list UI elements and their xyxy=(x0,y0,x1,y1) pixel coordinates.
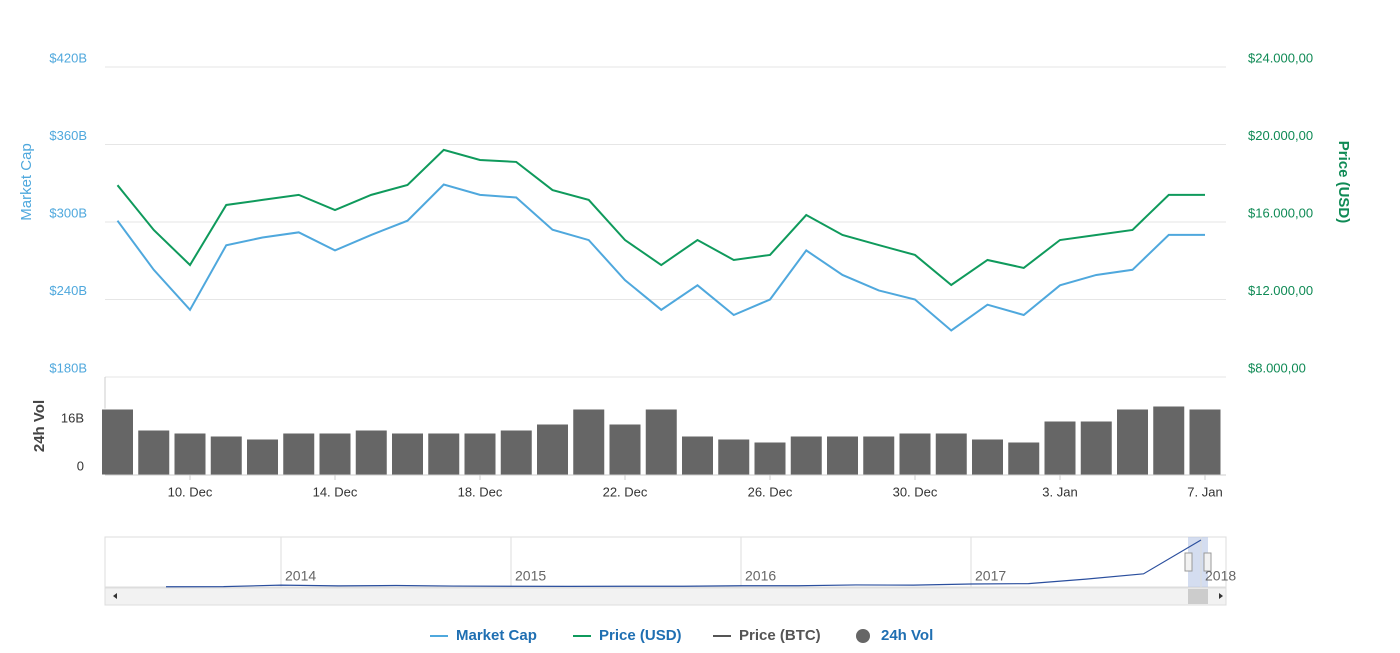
volume-bar xyxy=(499,429,533,476)
series-line xyxy=(116,148,1205,287)
volume-bar xyxy=(246,438,279,476)
scrollbar[interactable] xyxy=(104,587,1227,606)
y-tick-label: 0 xyxy=(77,458,84,473)
volume-bar xyxy=(753,441,787,476)
volume-bar xyxy=(971,438,1004,476)
volume-bar xyxy=(1007,441,1041,476)
y-axis-title: Market Cap xyxy=(18,143,35,221)
y-tick-label: $180B xyxy=(49,360,87,375)
x-tick-label: 18. Dec xyxy=(458,484,503,499)
volume-bar xyxy=(644,408,678,476)
navigator-handle[interactable] xyxy=(1184,552,1193,572)
navigator-line xyxy=(165,539,1202,588)
y2-tick-label: $24.000,00 xyxy=(1248,50,1313,65)
scrollbar-thumb[interactable] xyxy=(1188,589,1208,604)
volume-bar xyxy=(101,408,134,476)
legend-item[interactable]: Market Cap xyxy=(430,627,537,644)
navigator-label: 2014 xyxy=(285,568,316,584)
legend-label: Price (BTC) xyxy=(739,627,821,644)
volume-bar xyxy=(789,435,823,476)
volume-bar xyxy=(391,432,424,476)
y-tick-label: $240B xyxy=(49,283,87,298)
x-tick-label: 7. Jan xyxy=(1187,484,1222,499)
y2-tick-label: $8.000,00 xyxy=(1248,360,1306,375)
navigator-handle[interactable] xyxy=(1203,552,1212,572)
navigator-selection[interactable] xyxy=(1188,537,1208,587)
volume-bar xyxy=(1079,420,1113,476)
volume-bar xyxy=(1116,408,1149,476)
legend-item[interactable]: Price (BTC) xyxy=(713,627,821,644)
legend-label: 24h Vol xyxy=(881,627,933,644)
navigator-label: 2017 xyxy=(975,568,1006,584)
volume-bar xyxy=(173,432,207,476)
x-tick-label: 10. Dec xyxy=(168,484,213,499)
volume-bar xyxy=(282,432,316,476)
legend-item[interactable]: 24h Vol xyxy=(856,627,933,644)
x-tick-label: 3. Jan xyxy=(1042,484,1077,499)
volume-bar xyxy=(209,435,243,476)
legend-label: Market Cap xyxy=(456,627,537,644)
scroll-left[interactable] xyxy=(113,593,117,599)
volume-bar xyxy=(463,432,497,476)
y2-tick-label: $12.000,00 xyxy=(1248,283,1313,298)
volume-bar xyxy=(934,432,968,476)
volume-bar xyxy=(137,429,171,476)
y-tick-label: $300B xyxy=(49,205,87,220)
x-tick-label: 26. Dec xyxy=(748,484,793,499)
series-line xyxy=(116,183,1205,332)
y-tick-label: 16B xyxy=(61,410,84,425)
x-tick-label: 30. Dec xyxy=(893,484,938,499)
legend-label: Price (USD) xyxy=(599,627,682,644)
navigator-label: 2016 xyxy=(745,568,776,584)
volume-bar xyxy=(1188,408,1222,476)
volume-bar xyxy=(536,423,569,476)
y2-axis-title: Price (USD) xyxy=(1335,141,1352,224)
volume-bar xyxy=(608,423,642,476)
volume-bar xyxy=(572,408,606,476)
volume-bar xyxy=(898,432,932,476)
y2-tick-label: $20.000,00 xyxy=(1248,128,1313,143)
volume-bar xyxy=(681,435,714,476)
navigator-label: 2018 xyxy=(1205,568,1236,584)
volume-bar xyxy=(717,438,751,476)
y-tick-label: $360B xyxy=(49,128,87,143)
volume-bar xyxy=(318,432,352,476)
scroll-right[interactable] xyxy=(1219,593,1223,599)
legend-symbol xyxy=(856,629,870,643)
navigator-frame xyxy=(104,536,1227,588)
x-tick-label: 14. Dec xyxy=(313,484,358,499)
y-tick-label: $420B xyxy=(49,50,87,65)
y-axis-title: 24h Vol xyxy=(31,400,48,452)
legend-item[interactable]: Price (USD) xyxy=(573,627,682,644)
volume-bar xyxy=(862,435,896,476)
volume-bar xyxy=(1043,420,1077,476)
x-tick-label: 22. Dec xyxy=(603,484,648,499)
y2-tick-label: $16.000,00 xyxy=(1248,205,1313,220)
navigator-label: 2015 xyxy=(515,568,546,584)
volume-bar xyxy=(826,435,859,476)
volume-bar xyxy=(427,432,461,476)
volume-bar xyxy=(354,429,388,476)
volume-bar xyxy=(1152,405,1186,476)
